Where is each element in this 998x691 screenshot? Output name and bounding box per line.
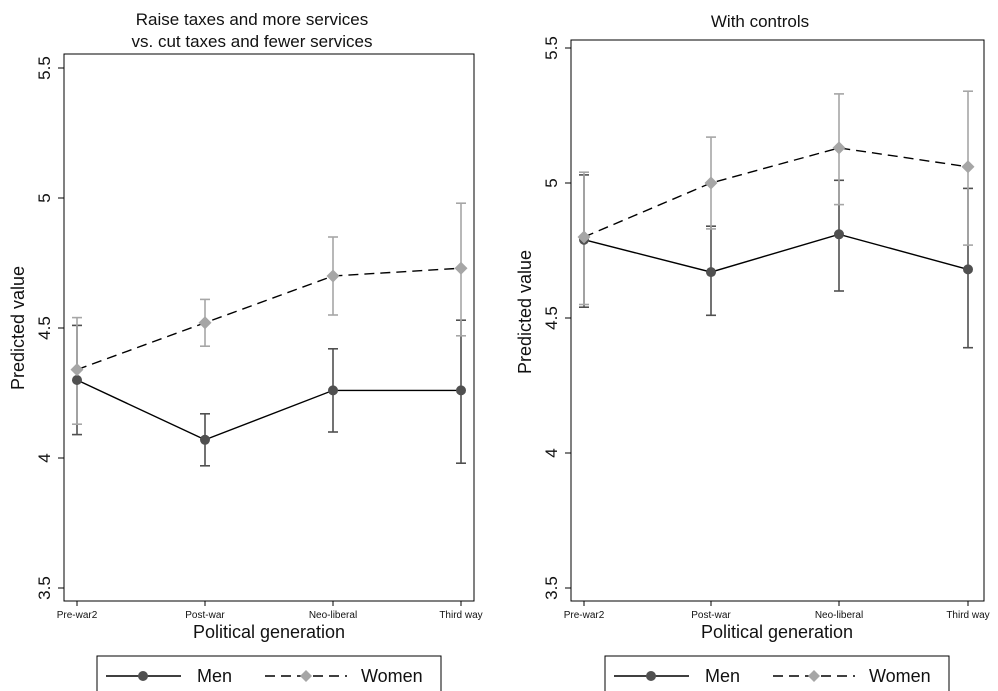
left-x-axis-title: Political generation — [193, 622, 345, 642]
data-point-women — [326, 269, 340, 283]
right-panel: With controls Predicted value Political … — [515, 12, 990, 642]
data-point-women — [704, 176, 718, 190]
series-line-women — [76, 267, 462, 371]
data-point-men — [963, 264, 973, 275]
data-point-men — [328, 385, 338, 396]
series-line-women — [583, 147, 969, 238]
data-point-men — [456, 385, 466, 396]
right-panel-title: With controls — [711, 12, 809, 31]
left-panel-title-line1: Raise taxes and more services — [136, 10, 368, 29]
data-point-women — [454, 261, 468, 275]
right-series-lines — [583, 147, 969, 273]
x-tick-label: Third way — [439, 610, 482, 621]
data-point-women — [70, 363, 84, 377]
x-tick-label: Post-war — [691, 610, 731, 621]
left-y-ticks: 3.5 4 4.5 5 5.5 — [35, 56, 64, 600]
right-legend-men-marker — [646, 671, 656, 681]
data-point-men — [834, 229, 844, 240]
left-panel-title-line2: vs. cut taxes and fewer services — [132, 32, 373, 51]
left-legend-box — [96, 655, 442, 691]
x-tick-label: Neo-liberal — [309, 610, 357, 621]
data-point-men — [200, 434, 210, 445]
left-plot-frame — [63, 53, 475, 602]
left-series-lines — [76, 267, 462, 441]
data-point-women — [961, 160, 975, 174]
data-point-men — [706, 267, 716, 278]
x-tick-label: Third way — [946, 610, 989, 621]
y-tick-label: 4 — [35, 453, 54, 462]
data-point-women — [832, 141, 846, 155]
left-x-ticks: Pre-war2 Post-war Neo-liberal Third way — [57, 601, 483, 621]
series-line-men — [76, 379, 461, 441]
y-tick-label: 4 — [542, 448, 561, 457]
right-legend-box — [604, 655, 950, 691]
x-tick-label: Post-war — [185, 610, 225, 621]
y-tick-label: 4.5 — [35, 316, 54, 340]
left-legend: Men Women — [96, 655, 442, 691]
x-tick-label: Neo-liberal — [815, 610, 863, 621]
left-legend-women-marker — [300, 670, 312, 682]
right-x-axis-title: Political generation — [701, 622, 853, 642]
x-tick-label: Pre-war2 — [564, 610, 605, 621]
series-line-men — [583, 233, 969, 273]
right-y-ticks: 3.5 4 4.5 5 5.5 — [542, 36, 571, 600]
y-tick-label: 5 — [35, 193, 54, 202]
left-legend-men-marker — [138, 671, 148, 681]
data-point-women — [577, 230, 591, 244]
left-legend-men-label: Men — [197, 666, 232, 686]
right-x-ticks: Pre-war2 Post-war Neo-liberal Third way — [564, 601, 990, 621]
right-error-bars — [579, 90, 973, 349]
right-legend-women: Women — [773, 666, 931, 686]
right-plot-frame — [570, 39, 985, 602]
y-tick-label: 3.5 — [35, 576, 54, 600]
left-series-markers — [70, 261, 468, 445]
right-legend-women-label: Women — [869, 666, 931, 686]
left-legend-women-label: Women — [361, 666, 423, 686]
left-panel: Raise taxes and more services vs. cut ta… — [8, 10, 483, 642]
right-legend-men: Men — [614, 666, 740, 686]
data-point-women — [198, 316, 212, 330]
left-y-axis-title: Predicted value — [8, 266, 28, 390]
right-legend-women-marker — [808, 670, 820, 682]
x-tick-label: Pre-war2 — [57, 610, 98, 621]
y-tick-label: 3.5 — [542, 576, 561, 600]
data-point-men — [72, 375, 82, 385]
right-legend-men-label: Men — [705, 666, 740, 686]
right-series-markers — [577, 141, 975, 278]
right-legend: Men Women — [604, 655, 950, 691]
y-tick-label: 4.5 — [542, 306, 561, 330]
y-tick-label: 5.5 — [35, 56, 54, 80]
left-legend-men: Men — [106, 666, 232, 686]
y-tick-label: 5.5 — [542, 36, 561, 60]
y-tick-label: 5 — [542, 178, 561, 187]
left-error-bars — [72, 202, 466, 467]
left-legend-women: Women — [265, 666, 423, 686]
right-y-axis-title: Predicted value — [515, 250, 535, 374]
